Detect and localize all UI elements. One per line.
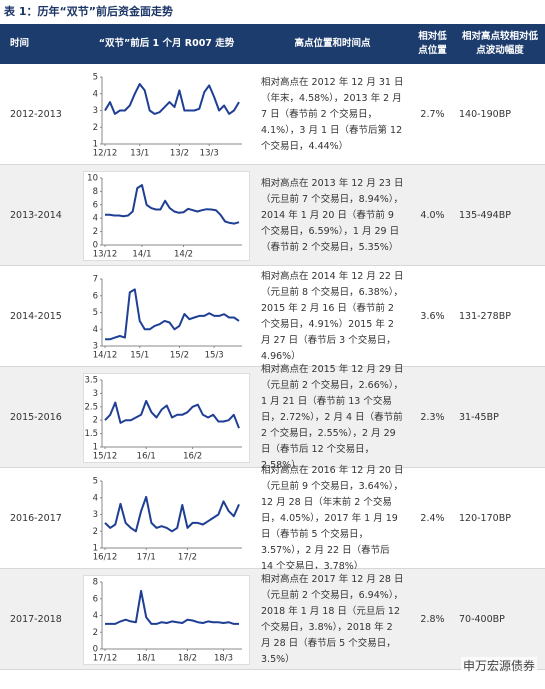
y-tick-label: 8	[93, 187, 98, 197]
header-cell: 高点位置和时间点	[294, 38, 371, 49]
x-tick-label: 15/12	[93, 452, 118, 462]
x-tick-label: 14/12	[93, 351, 118, 361]
mini-chart: 0 2 4 6 8 17/12 18/1 18/2 18/3	[83, 575, 250, 665]
y-tick-label: 6	[93, 200, 98, 210]
low-cell: 3.6%	[420, 310, 445, 322]
header-cell: “双节”前后 1 个月 R007 走势	[98, 38, 235, 49]
period-cell: 2013-2014	[10, 209, 62, 221]
mini-chart: 1 1.5 2 2.5 3 3.5 15/12 16/1 16/2	[83, 373, 250, 463]
y-tick-label: 4	[93, 493, 98, 503]
range-cell: 131-278BP	[459, 310, 511, 322]
range-cell: 120-170BP	[459, 512, 511, 524]
y-tick-label: 2	[93, 416, 98, 426]
x-tick-label: 14/2	[174, 250, 193, 260]
x-tick-label: 15/3	[205, 351, 224, 361]
y-tick-label: 3	[93, 389, 98, 399]
mini-chart: 0 2 4 6 8 10 13/12 14/1 14/2	[83, 171, 250, 261]
low-cell: 2.3%	[420, 411, 445, 423]
x-tick-label: 18/1	[137, 654, 156, 664]
highs-cell: 相对高点在 2012 年 12 月 31 日（年末，4.58%），2013 年 …	[261, 76, 404, 152]
y-tick-label: 3	[93, 342, 98, 352]
y-tick-label: 10	[87, 174, 98, 184]
y-tick-label: 3	[93, 106, 98, 116]
x-tick-label: 18/2	[178, 654, 197, 664]
period-cell: 2012-2013	[10, 108, 62, 120]
y-tick-label: 5	[93, 308, 98, 318]
y-tick-label: 4	[93, 89, 98, 99]
y-tick-label: 3.5	[84, 376, 98, 386]
header-cell: 相对低点位置	[418, 31, 447, 56]
period-cell: 2016-2017	[10, 512, 62, 524]
y-tick-label: 0	[93, 241, 98, 251]
highs-cell: 相对高点在 2016 年 12 月 20 日（元旦前 9 个交易日，3.64%）…	[261, 464, 404, 572]
y-tick-label: 4	[93, 214, 98, 224]
y-tick-label: 0	[93, 645, 98, 655]
x-tick-label: 16/2	[183, 452, 202, 462]
range-cell: 140-190BP	[459, 108, 511, 120]
x-tick-label: 17/1	[137, 553, 156, 563]
line-series	[105, 589, 239, 625]
mini-chart: 3 4 5 6 7 14/12 15/1 15/2 15/3	[84, 273, 249, 361]
x-tick-label: 14/1	[132, 250, 151, 260]
y-tick-label: 1	[93, 443, 98, 453]
y-tick-label: 2.5	[84, 402, 98, 412]
range-cell: 31-45BP	[459, 411, 499, 423]
y-tick-label: 1.5	[84, 429, 98, 439]
table-title: 表 1：历年“双节”前后资金面走势	[4, 5, 173, 18]
mini-chart: 1 2 3 4 5 12/12 13/1 13/2 13/3	[84, 71, 249, 159]
y-tick-label: 8	[93, 578, 98, 588]
x-tick-label: 16/12	[93, 553, 118, 563]
y-tick-label: 5	[93, 73, 98, 83]
y-tick-label: 2	[93, 227, 98, 237]
y-tick-label: 2	[93, 123, 98, 133]
x-tick-label: 13/2	[170, 149, 189, 159]
line-series	[105, 288, 240, 341]
period-cell: 2014-2015	[10, 310, 62, 322]
y-tick-label: 5	[93, 477, 98, 487]
range-cell: 135-494BP	[459, 209, 511, 221]
line-series	[104, 495, 240, 533]
line-series	[104, 399, 240, 429]
highs-cell: 相对高点在 2013 年 12 月 23 日（元旦前 7 个交易日，8.94%）…	[261, 177, 404, 253]
x-tick-label: 12/12	[93, 149, 118, 159]
low-cell: 4.0%	[420, 209, 445, 221]
x-tick-label: 18/3	[214, 654, 233, 664]
x-tick-label: 17/2	[178, 553, 197, 563]
watermark: 申万宏源债券	[460, 657, 537, 674]
header-cell: 相对高点较相对低点波动幅度	[461, 31, 538, 56]
y-tick-label: 7	[93, 275, 98, 285]
y-tick-label: 2	[93, 628, 98, 638]
x-tick-label: 13/1	[130, 149, 149, 159]
header-cell: 时间	[10, 38, 30, 49]
low-cell: 2.7%	[420, 108, 445, 120]
highs-cell: 相对高点在 2014 年 12 月 22 日（元旦前 8 个交易日，6.38%）…	[261, 270, 404, 362]
x-tick-label: 15/1	[130, 351, 149, 361]
y-tick-label: 4	[93, 325, 98, 335]
period-cell: 2017-2018	[10, 613, 62, 625]
x-tick-label: 16/1	[137, 452, 156, 462]
x-tick-label: 17/12	[93, 654, 118, 664]
x-tick-label: 13/3	[200, 149, 219, 159]
y-tick-label: 1	[93, 544, 98, 554]
line-series	[105, 184, 240, 225]
y-tick-label: 6	[93, 291, 98, 301]
x-tick-label: 13/12	[93, 250, 118, 260]
period-cell: 2015-2016	[10, 411, 62, 423]
highs-cell: 相对高点在 2015 年 12 月 29 日（元旦前 2 个交易日，2.66%）…	[261, 363, 404, 471]
y-tick-label: 3	[93, 510, 98, 520]
y-tick-label: 4	[93, 611, 98, 621]
y-tick-label: 6	[93, 594, 98, 604]
y-tick-label: 1	[93, 140, 98, 150]
line-series	[104, 83, 240, 115]
range-cell: 70-400BP	[459, 613, 505, 625]
highs-cell: 相对高点在 2017 年 12 月 28 日（元旦前 2 个交易日，6.94%）…	[261, 573, 404, 665]
low-cell: 2.8%	[420, 613, 445, 625]
mini-chart: 1 2 3 4 5 16/12 17/1 17/2	[84, 475, 249, 563]
y-tick-label: 2	[93, 527, 98, 537]
header-bar	[0, 24, 545, 64]
low-cell: 2.4%	[420, 512, 445, 524]
x-tick-label: 15/2	[170, 351, 189, 361]
